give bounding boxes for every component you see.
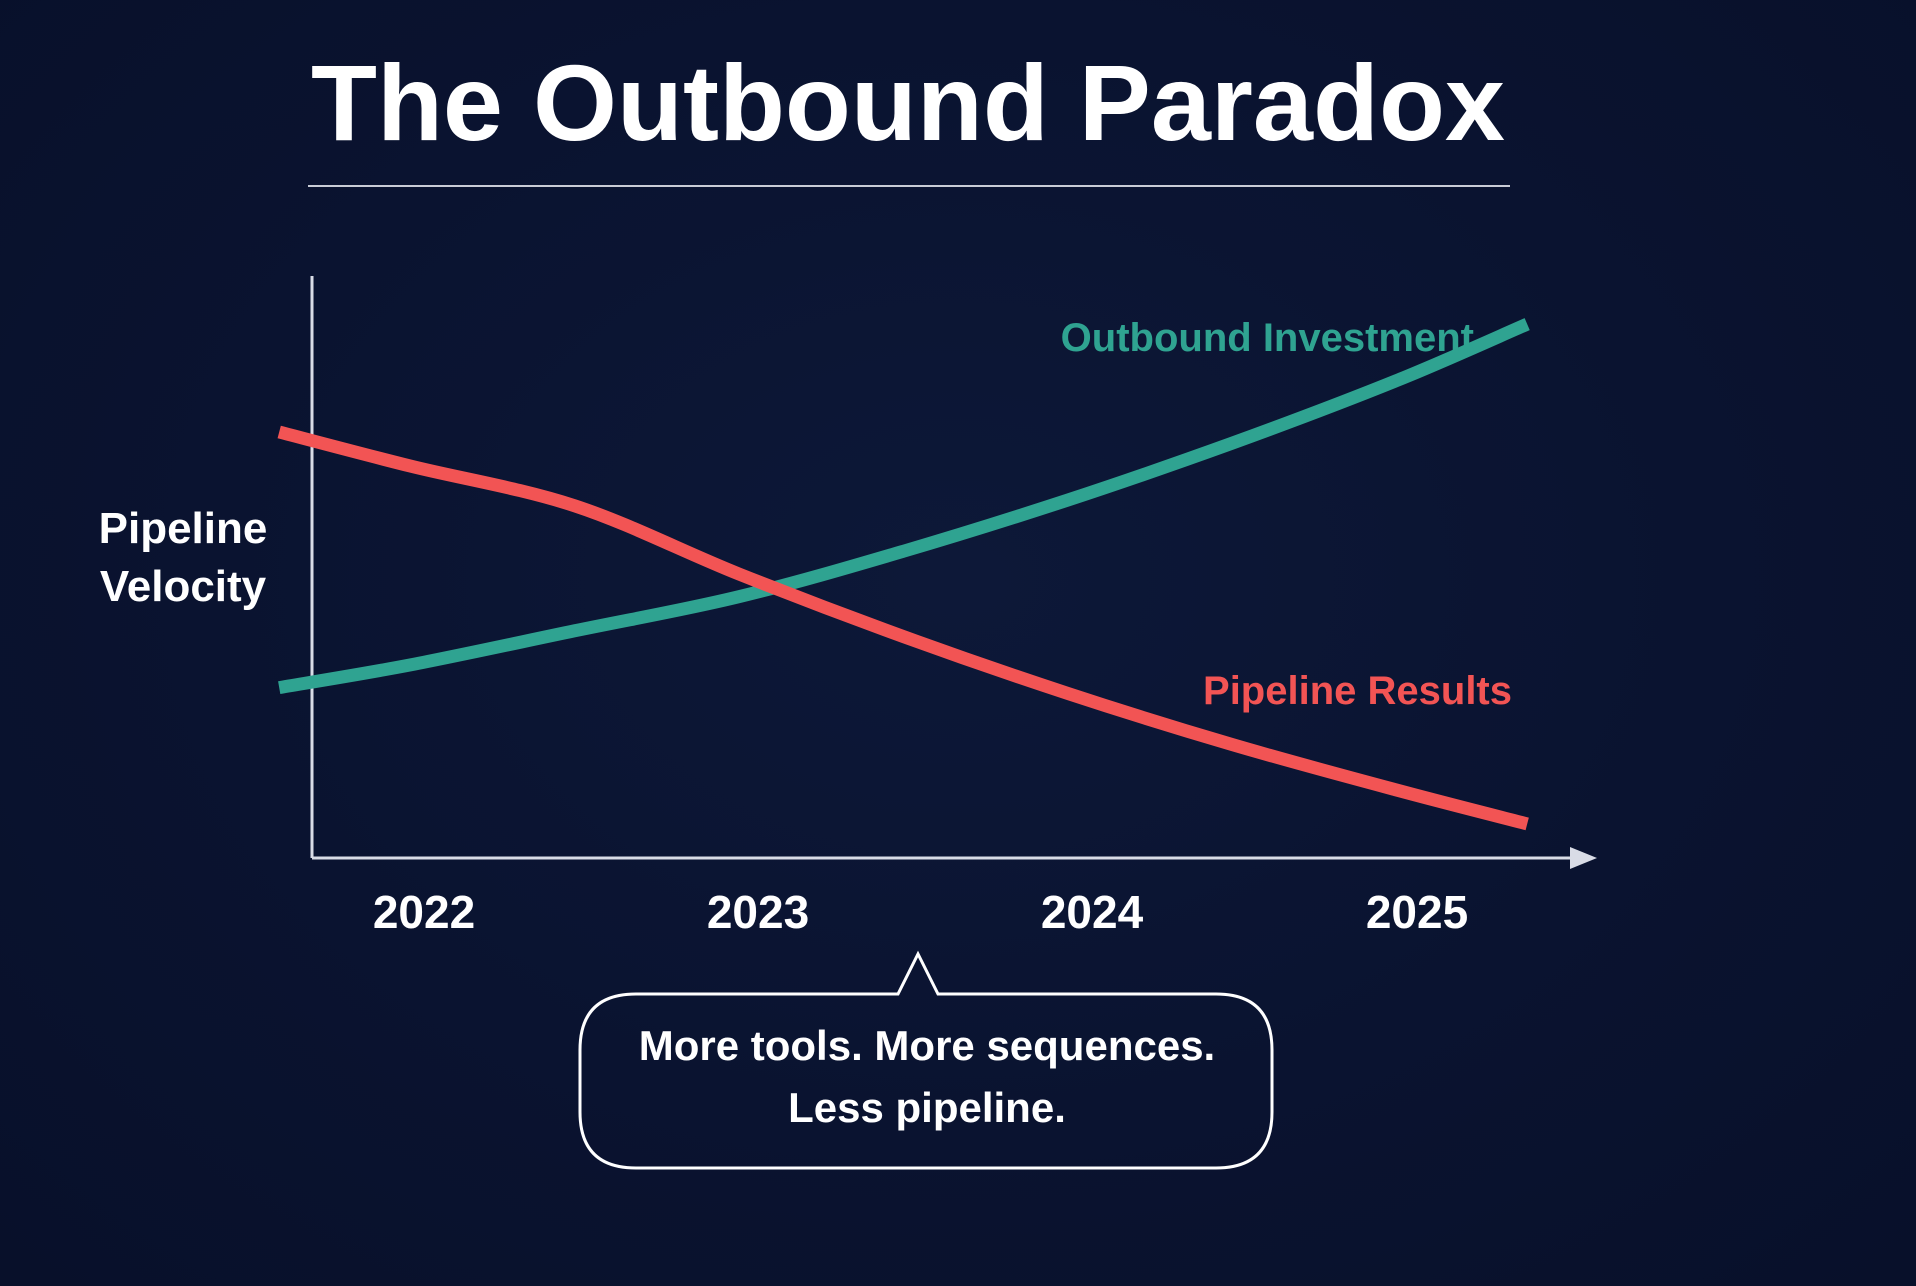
series-label-pipeline-results: Pipeline Results — [1203, 669, 1512, 713]
series-label-outbound-investment: Outbound Investment — [1061, 316, 1474, 360]
x-tick-label-2022: 2022 — [373, 886, 475, 938]
y-axis-label: Pipeline Velocity — [78, 500, 288, 616]
y-axis-label-line2: Velocity — [99, 562, 267, 611]
x-tick-label-2023: 2023 — [707, 886, 809, 938]
callout-text: More tools. More sequences. Less pipelin… — [582, 1015, 1272, 1139]
x-tick-label-2024: 2024 — [1041, 886, 1144, 938]
series-line-pipeline-results — [277, 425, 1529, 831]
callout-line2: Less pipeline. — [788, 1084, 1066, 1131]
x-tick-label-2025: 2025 — [1366, 886, 1468, 938]
callout-bubble — [578, 950, 1274, 1170]
x-axis-arrowhead — [1570, 847, 1597, 869]
page-title: The Outbound Paradox — [310, 42, 1505, 163]
x-tick-labels: 2022 2023 2024 2025 — [373, 886, 1468, 938]
series-labels: Outbound Investment Pipeline Results — [1061, 316, 1512, 713]
chart-axes — [310, 276, 1597, 869]
callout-line1: More tools. More sequences. — [638, 1022, 1216, 1069]
series-line-outbound-investment — [278, 318, 1530, 695]
y-axis-label-line1: Pipeline — [98, 504, 268, 553]
chart-series — [277, 318, 1530, 831]
